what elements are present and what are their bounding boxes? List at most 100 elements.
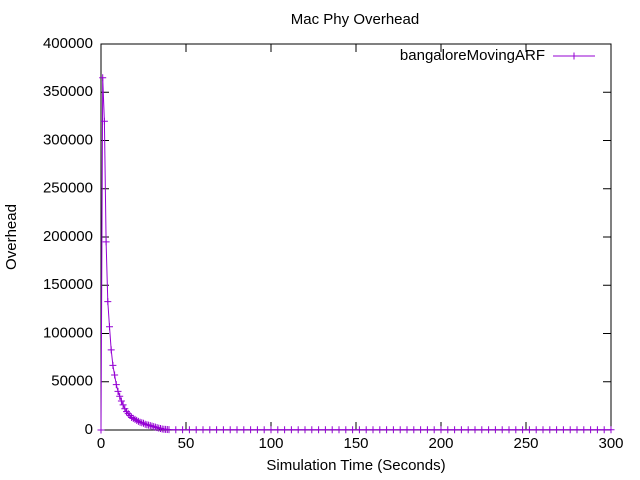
- point: [573, 426, 581, 434]
- point: [491, 426, 499, 434]
- point: [119, 401, 127, 409]
- point: [593, 426, 601, 434]
- point: [260, 426, 268, 434]
- point: [315, 426, 323, 434]
- point: [383, 426, 391, 434]
- y-tick-label: 200000: [43, 228, 93, 245]
- point: [539, 426, 547, 434]
- point: [247, 426, 255, 434]
- point: [546, 426, 554, 434]
- point: [121, 405, 129, 413]
- point: [109, 361, 117, 369]
- y-tick-label: 100000: [43, 324, 93, 341]
- point: [172, 426, 180, 434]
- point: [287, 426, 295, 434]
- y-tick-label: 300000: [43, 131, 93, 148]
- point: [111, 371, 119, 379]
- point: [321, 426, 329, 434]
- point: [99, 74, 107, 82]
- point: [253, 426, 261, 434]
- point: [185, 426, 193, 434]
- point: [553, 426, 561, 434]
- point: [437, 426, 445, 434]
- point: [102, 238, 110, 246]
- point: [389, 426, 397, 434]
- point: [301, 426, 309, 434]
- point: [342, 426, 350, 434]
- point: [165, 426, 173, 434]
- y-tick-label: 50000: [51, 373, 93, 390]
- x-tick-label: 300: [598, 435, 623, 452]
- point: [104, 298, 112, 306]
- point: [274, 426, 282, 434]
- point: [240, 426, 248, 434]
- point: [369, 426, 377, 434]
- point: [430, 426, 438, 434]
- point: [600, 426, 608, 434]
- legend-label: bangaloreMovingARF: [400, 47, 545, 64]
- point: [226, 426, 234, 434]
- point: [471, 426, 479, 434]
- point: [106, 323, 113, 331]
- point: [349, 426, 357, 434]
- x-tick-label: 0: [97, 435, 105, 452]
- point: [525, 426, 533, 434]
- point: [451, 426, 459, 434]
- point: [498, 426, 506, 434]
- x-tick-label: 100: [258, 435, 283, 452]
- point: [206, 426, 214, 434]
- point: [117, 397, 125, 405]
- point: [281, 426, 289, 434]
- x-tick-label: 200: [428, 435, 453, 452]
- point: [267, 426, 275, 434]
- point: [607, 426, 615, 434]
- point: [519, 426, 527, 434]
- point: [464, 426, 472, 434]
- x-tick-label: 250: [513, 435, 538, 452]
- point: [403, 426, 411, 434]
- point: [396, 426, 404, 434]
- point: [192, 426, 200, 434]
- point: [355, 426, 363, 434]
- point: [97, 426, 105, 434]
- point: [580, 426, 588, 434]
- point: [457, 426, 465, 434]
- legend-marker: [570, 52, 578, 60]
- point: [505, 426, 513, 434]
- x-tick-label: 50: [178, 435, 195, 452]
- point: [114, 387, 122, 395]
- point: [512, 426, 520, 434]
- y-tick-label: 250000: [43, 180, 93, 197]
- y-tick-label: 150000: [43, 276, 93, 293]
- point: [199, 426, 207, 434]
- point: [587, 426, 595, 434]
- point: [107, 346, 115, 354]
- point: [532, 426, 540, 434]
- point: [213, 426, 221, 434]
- point: [566, 426, 574, 434]
- point: [294, 426, 302, 434]
- point: [134, 417, 142, 425]
- chart-title: Mac Phy Overhead: [291, 11, 419, 28]
- point: [100, 117, 108, 125]
- y-tick-label: 0: [85, 421, 93, 438]
- point: [116, 392, 124, 400]
- point: [444, 426, 452, 434]
- y-axis-label: Overhead: [3, 204, 20, 270]
- point: [410, 426, 418, 434]
- point: [478, 426, 486, 434]
- point: [233, 426, 241, 434]
- y-tick-label: 400000: [43, 35, 93, 52]
- y-tick-label: 350000: [43, 83, 93, 100]
- point: [485, 426, 493, 434]
- point: [423, 426, 431, 434]
- point: [335, 426, 343, 434]
- point: [219, 426, 227, 434]
- x-axis-label: Simulation Time (Seconds): [266, 457, 445, 474]
- point: [140, 419, 147, 427]
- point: [328, 426, 336, 434]
- point: [308, 426, 316, 434]
- point: [376, 426, 384, 434]
